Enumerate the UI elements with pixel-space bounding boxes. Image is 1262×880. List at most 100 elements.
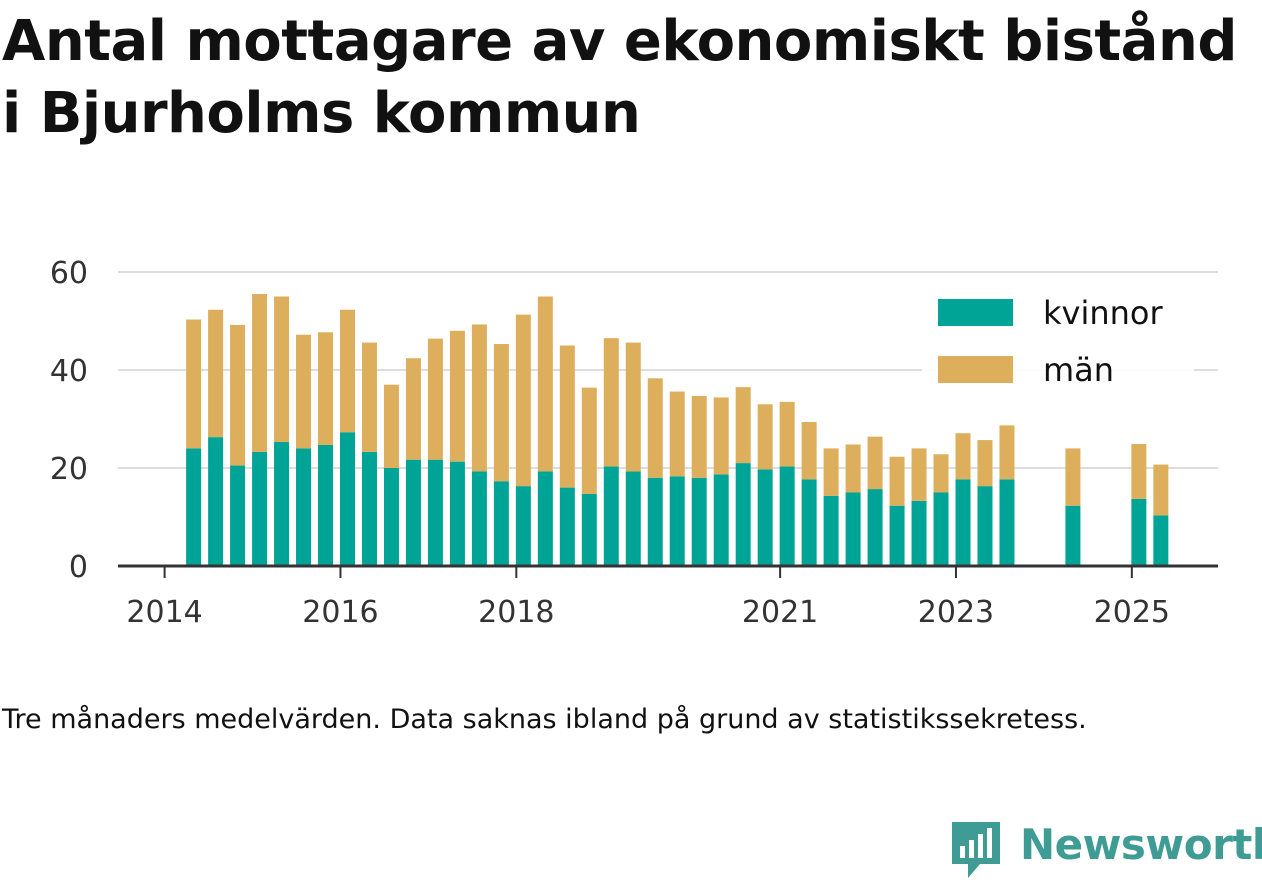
x-axis: 2014 2016 2018 2021 2023 2025	[118, 564, 1218, 630]
bar-kvinnor	[647, 477, 663, 566]
bar-man	[779, 401, 795, 467]
x-tick-label: 2025	[1094, 595, 1170, 630]
bar-kvinnor	[405, 459, 421, 566]
bar-kvinnor	[625, 471, 641, 566]
bar-kvinnor	[427, 459, 443, 566]
bar-man	[405, 358, 421, 460]
bar-man	[933, 454, 949, 493]
bar-kvinnor	[911, 500, 927, 566]
bar-man	[493, 344, 509, 482]
bar-man	[669, 391, 685, 477]
bar-man	[515, 314, 531, 487]
bar-man	[603, 338, 619, 467]
bar-man	[999, 425, 1015, 480]
bar-man	[559, 345, 575, 488]
bar-kvinnor	[999, 479, 1015, 566]
bar-kvinnor	[493, 481, 509, 566]
brand-logo[interactable]: Newsworthy	[950, 818, 1262, 880]
y-tick-label: 60	[50, 256, 88, 291]
bar-man	[647, 378, 663, 478]
bar-kvinnor	[252, 451, 268, 566]
y-tick-label: 40	[50, 354, 88, 389]
bar-man	[625, 342, 641, 472]
bar-kvinnor	[757, 469, 773, 566]
chart-title: Antal mottagare av ekonomiskt bistånd i …	[2, 9, 1237, 146]
bar-kvinnor	[669, 476, 685, 566]
bar-kvinnor	[230, 465, 246, 566]
legend-swatch	[938, 356, 1013, 383]
bar-man	[735, 387, 751, 464]
bar-man	[296, 334, 312, 449]
bar-kvinnor	[867, 489, 883, 566]
bar-kvinnor	[318, 444, 334, 566]
y-tick-label: 20	[50, 452, 88, 487]
bar-man	[581, 387, 597, 494]
y-axis-tick-labels: 0 20 40 60	[50, 256, 88, 585]
legend-swatch	[938, 299, 1013, 326]
bar-man	[230, 324, 246, 466]
x-tick-label: 2023	[918, 595, 994, 630]
bar-kvinnor	[537, 471, 553, 566]
bar-kvinnor	[845, 492, 861, 566]
bar-kvinnor	[186, 448, 202, 566]
bars	[186, 294, 1169, 566]
y-tick-label: 0	[69, 550, 88, 585]
bar-kvinnor	[955, 479, 971, 566]
bar-man	[383, 384, 399, 468]
bar-man	[186, 319, 202, 449]
bar-man	[845, 444, 861, 493]
bar-kvinnor	[889, 505, 905, 566]
bar-kvinnor	[515, 486, 531, 566]
bar-man	[1153, 464, 1169, 516]
bar-kvinnor	[1153, 515, 1169, 566]
x-tick-label: 2018	[478, 595, 554, 630]
legend: kvinnor män	[922, 290, 1194, 402]
bar-man	[427, 338, 443, 460]
bar-kvinnor	[713, 474, 729, 566]
bar-man	[471, 324, 487, 472]
bar-man	[1065, 448, 1081, 506]
bar-kvinnor	[339, 432, 355, 566]
bar-kvinnor	[1131, 498, 1147, 566]
brand-name: Newsworthy	[1020, 820, 1262, 869]
legend-label: kvinnor	[1043, 294, 1164, 332]
newsworthy-logo-icon	[952, 822, 1000, 878]
bar-man	[274, 296, 290, 443]
x-tick-label: 2021	[742, 595, 818, 630]
bar-man	[361, 342, 377, 452]
bar-man	[252, 294, 268, 452]
bar-man	[757, 404, 773, 470]
bar-kvinnor	[977, 486, 993, 566]
bar-kvinnor	[823, 495, 839, 566]
bar-kvinnor	[735, 463, 751, 566]
bar-kvinnor	[779, 466, 795, 566]
bar-man	[867, 436, 883, 490]
bar-man	[977, 440, 993, 487]
x-tick-label: 2016	[302, 595, 378, 630]
bar-kvinnor	[603, 466, 619, 566]
bar-man	[691, 395, 707, 478]
bar-kvinnor	[208, 437, 224, 566]
bar-man	[801, 421, 817, 480]
bar-man	[1131, 443, 1147, 499]
footnote: Tre månaders medelvärden. Data saknas ib…	[2, 704, 1087, 735]
bar-man	[208, 309, 224, 438]
bar-kvinnor	[471, 471, 487, 566]
bar-kvinnor	[933, 492, 949, 566]
bar-kvinnor	[449, 461, 465, 566]
bar-man	[537, 296, 553, 472]
bar-man	[339, 309, 355, 433]
legend-label: män	[1043, 351, 1114, 389]
x-tick-label: 2014	[126, 595, 202, 630]
stacked-bar-chart: 0 20 40 60 2014 2016 2018 2021 2023 2025 kvinnor…	[50, 256, 1218, 630]
bar-kvinnor	[559, 487, 575, 566]
bar-man	[955, 433, 971, 480]
bar-man	[889, 456, 905, 506]
bar-man	[911, 448, 927, 501]
bar-kvinnor	[383, 468, 399, 566]
bar-man	[318, 332, 334, 445]
bar-kvinnor	[801, 479, 817, 566]
bar-man	[449, 330, 465, 462]
bar-man	[823, 448, 839, 496]
bar-kvinnor	[296, 448, 312, 566]
